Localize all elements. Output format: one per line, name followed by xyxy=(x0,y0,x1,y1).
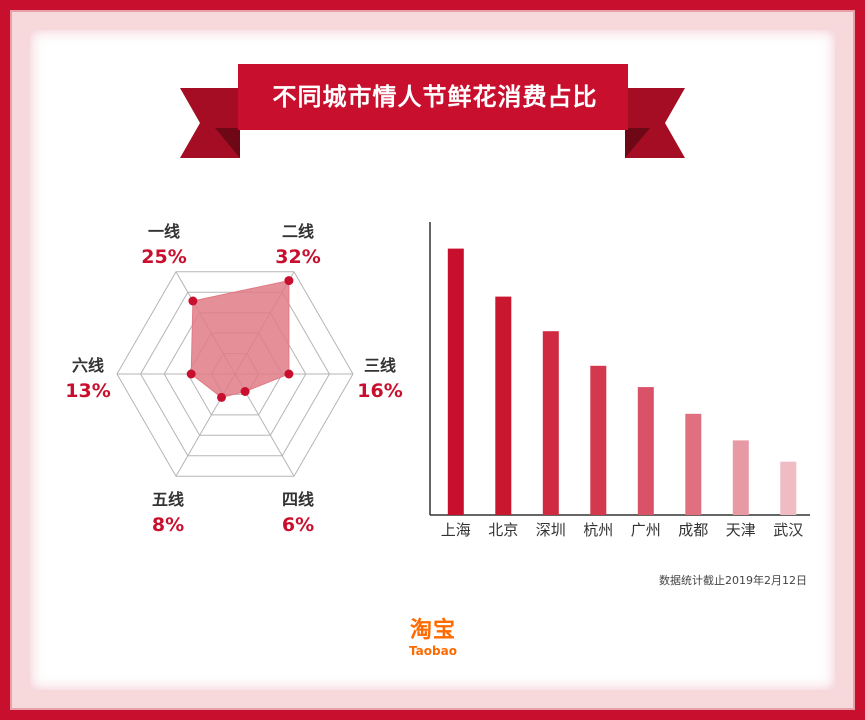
radar-label-value: 16% xyxy=(357,380,403,402)
radar-label-value: 25% xyxy=(141,246,187,268)
bar-category-label: 天津 xyxy=(726,521,756,539)
radar-point-5 xyxy=(217,392,226,402)
content-panel xyxy=(30,30,835,690)
radar-label-name: 一线 xyxy=(147,222,180,241)
bar-category-label: 北京 xyxy=(488,521,518,539)
bar-category-label: 武汉 xyxy=(773,521,803,539)
data-note: 数据统计截止2019年2月12日 xyxy=(659,574,807,587)
radar-label-name: 五线 xyxy=(151,490,184,509)
radar-label-value: 8% xyxy=(151,514,185,536)
bar-labels: 上海 北京 深圳 杭州 广州 成都 天津 武汉 xyxy=(441,521,804,539)
radar-label-value: 6% xyxy=(281,514,315,536)
radar-label-name: 六线 xyxy=(71,356,104,375)
bar-category-label: 深圳 xyxy=(536,521,566,539)
radar-label-tier2: 二线 32% xyxy=(266,218,330,268)
bar-8 xyxy=(780,461,797,515)
radar-label-name: 四线 xyxy=(281,490,314,509)
radar-label-value: 13% xyxy=(65,380,111,402)
taobao-logo: 淘宝 Taobao xyxy=(398,612,468,658)
radar-label-name: 三线 xyxy=(363,356,396,375)
logo-text-cn: 淘宝 xyxy=(409,618,456,643)
radar-label-tier6: 六线 13% xyxy=(56,352,120,402)
bar-6 xyxy=(685,413,702,515)
radar-label-tier3: 三线 16% xyxy=(348,352,412,402)
radar-points xyxy=(186,276,294,402)
bar-marks xyxy=(447,248,797,515)
bar-2 xyxy=(495,296,512,515)
page-title: 不同城市情人节鲜花消费占比 xyxy=(272,83,598,111)
radar-label-tier4: 四线 6% xyxy=(266,486,330,536)
radar-label-tier1: 一线 25% xyxy=(132,218,196,268)
radar-label-value: 32% xyxy=(275,246,321,268)
bar-4 xyxy=(590,365,607,515)
bar-7 xyxy=(732,440,749,515)
radar-point-1 xyxy=(188,296,198,306)
radar-label-tier5: 五线 8% xyxy=(136,486,200,536)
radar-point-4 xyxy=(240,387,250,396)
bar-category-label: 成都 xyxy=(678,521,708,539)
bar-5 xyxy=(637,387,654,515)
bar-3 xyxy=(542,331,559,515)
bar-category-label: 上海 xyxy=(441,521,471,539)
bar-category-label: 广州 xyxy=(631,521,661,539)
radar-point-6 xyxy=(186,369,196,379)
logo-text-en: Taobao xyxy=(409,644,457,658)
bar-1 xyxy=(447,248,464,515)
radar-point-3 xyxy=(284,369,294,379)
bar-category-label: 杭州 xyxy=(583,521,613,539)
radar-point-2 xyxy=(284,276,294,286)
radar-label-name: 二线 xyxy=(281,222,314,241)
